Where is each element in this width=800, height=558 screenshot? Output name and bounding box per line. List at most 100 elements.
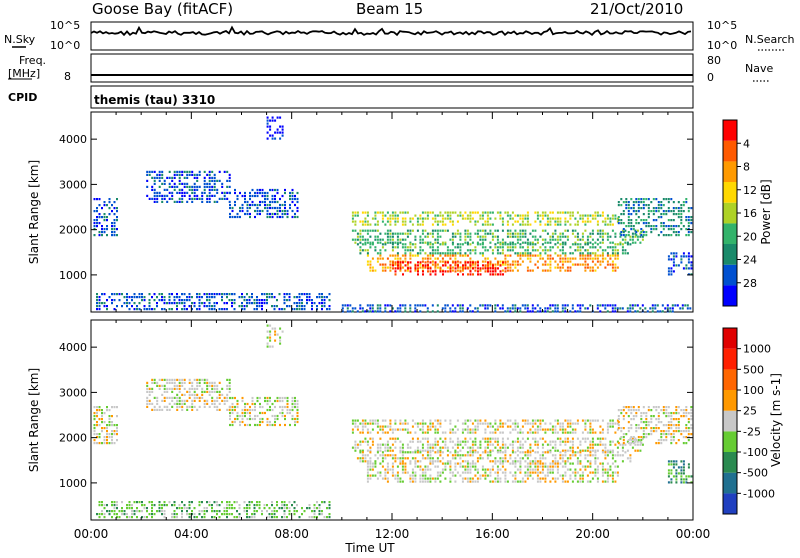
range-cell bbox=[249, 501, 251, 503]
range-cell bbox=[489, 475, 491, 477]
range-cell bbox=[497, 429, 499, 431]
range-cell bbox=[504, 472, 506, 474]
range-cell bbox=[434, 420, 436, 422]
range-cell bbox=[114, 406, 116, 408]
range-cell bbox=[184, 308, 186, 310]
range-cell bbox=[234, 406, 236, 408]
range-cell bbox=[637, 444, 639, 446]
range-cell bbox=[668, 415, 670, 417]
range-cell bbox=[680, 261, 682, 263]
range-cell bbox=[489, 304, 491, 306]
range-cell bbox=[422, 426, 424, 428]
range-cell bbox=[554, 432, 556, 434]
range-cell bbox=[367, 429, 369, 431]
range-cell bbox=[685, 406, 687, 408]
range-cell bbox=[648, 207, 650, 209]
range-cell bbox=[279, 507, 281, 509]
range-cell bbox=[602, 236, 604, 238]
range-cell bbox=[663, 213, 665, 215]
colorbar-tick-label: 24 bbox=[743, 254, 757, 267]
range-cell bbox=[329, 507, 331, 509]
range-cell bbox=[635, 198, 637, 200]
range-cell bbox=[617, 475, 619, 477]
range-cell bbox=[554, 310, 556, 312]
range-cell bbox=[602, 444, 604, 446]
range-cell bbox=[552, 258, 554, 260]
range-cell bbox=[377, 457, 379, 459]
range-cell bbox=[104, 219, 106, 221]
range-cell bbox=[284, 513, 286, 515]
range-cell bbox=[630, 406, 632, 408]
range-cell bbox=[597, 215, 599, 217]
range-cell bbox=[434, 249, 436, 251]
range-cell bbox=[484, 451, 486, 453]
range-cell bbox=[589, 429, 591, 431]
range-cell bbox=[94, 234, 96, 236]
range-cell bbox=[209, 302, 211, 304]
range-cell bbox=[534, 472, 536, 474]
range-cell bbox=[625, 201, 627, 203]
range-cell bbox=[499, 469, 501, 471]
range-cell bbox=[144, 299, 146, 301]
range-cell bbox=[259, 305, 261, 307]
range-cell bbox=[267, 210, 269, 212]
range-cell bbox=[194, 406, 196, 408]
range-cell bbox=[229, 192, 231, 194]
range-cell bbox=[214, 177, 216, 179]
range-cell bbox=[161, 507, 163, 509]
range-cell bbox=[259, 201, 261, 203]
range-cell bbox=[269, 325, 271, 327]
range-cell bbox=[670, 228, 672, 230]
range-cell bbox=[464, 441, 466, 443]
range-cell bbox=[267, 132, 269, 134]
range-cell bbox=[633, 204, 635, 206]
range-cell bbox=[269, 201, 271, 203]
range-cell bbox=[690, 415, 692, 417]
range-cell bbox=[224, 308, 226, 310]
range-cell bbox=[269, 204, 271, 206]
range-cell bbox=[574, 432, 576, 434]
range-cell bbox=[537, 310, 539, 312]
range-cell bbox=[216, 388, 218, 390]
range-cell bbox=[469, 252, 471, 254]
range-cell bbox=[292, 397, 294, 399]
range-cell bbox=[589, 246, 591, 248]
range-cell bbox=[457, 444, 459, 446]
range-cell bbox=[256, 308, 258, 310]
range-cell bbox=[276, 305, 278, 307]
range-cell bbox=[216, 400, 218, 402]
range-cell bbox=[678, 201, 680, 203]
range-cell bbox=[683, 478, 685, 480]
range-cell bbox=[587, 236, 589, 238]
range-cell bbox=[124, 513, 126, 515]
range-cell bbox=[104, 436, 106, 438]
range-cell bbox=[599, 230, 601, 232]
range-cell bbox=[99, 216, 101, 218]
range-cell bbox=[497, 469, 499, 471]
range-cell bbox=[169, 296, 171, 298]
range-cell bbox=[467, 472, 469, 474]
range-cell bbox=[547, 270, 549, 272]
range-cell bbox=[99, 305, 101, 307]
range-cell bbox=[437, 310, 439, 312]
range-cell bbox=[226, 198, 228, 200]
range-cell bbox=[643, 406, 645, 408]
range-cell bbox=[417, 267, 419, 269]
range-cell bbox=[377, 252, 379, 254]
range-cell bbox=[254, 192, 256, 194]
range-cell bbox=[497, 239, 499, 241]
range-cell bbox=[124, 510, 126, 512]
range-cell bbox=[194, 198, 196, 200]
range-cell bbox=[472, 249, 474, 251]
range-cell bbox=[517, 236, 519, 238]
range-cell bbox=[174, 174, 176, 176]
range-cell bbox=[512, 447, 514, 449]
range-cell bbox=[643, 219, 645, 221]
range-cell bbox=[524, 242, 526, 244]
range-cell bbox=[492, 239, 494, 241]
range-cell bbox=[487, 224, 489, 226]
range-cell bbox=[412, 441, 414, 443]
range-cell bbox=[184, 195, 186, 197]
range-cell bbox=[377, 224, 379, 226]
range-cell bbox=[254, 216, 256, 218]
